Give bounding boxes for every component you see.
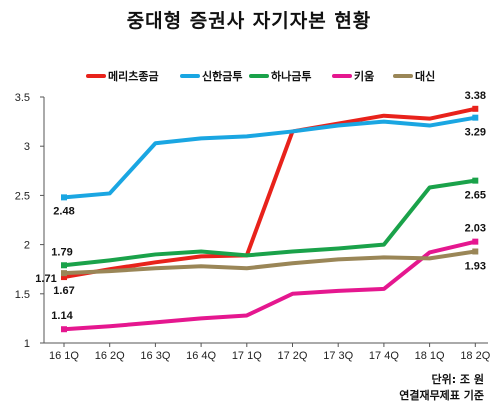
series-endpoint-marker (61, 274, 67, 281)
y-tick-label: 3 (24, 141, 30, 153)
data-label: 1.79 (51, 246, 72, 258)
series-lines (61, 105, 479, 333)
y-tick-label: 2.5 (15, 190, 30, 202)
series-line (62, 249, 478, 276)
series-endpoint-marker (472, 238, 479, 245)
data-label: 2.03 (465, 223, 486, 235)
x-tick-label: 17 1Q (232, 350, 262, 362)
legend-label: 하나금투 (271, 69, 311, 83)
series-line (62, 115, 478, 200)
series-endpoint-marker (61, 194, 67, 201)
series-line (62, 106, 478, 280)
y-tick-label: 1.5 (15, 289, 30, 301)
chart-title: 중대형 증권사 자기자본 현황 (126, 10, 372, 32)
series-endpoint-marker (61, 262, 67, 269)
series-endpoint-marker (472, 248, 479, 255)
data-label: 3.29 (465, 127, 486, 139)
y-tick-label: 1 (24, 338, 30, 350)
series-line (62, 239, 478, 332)
axes: 1 1.5 2 2.5 3 3.5 16 1Q 16 2Q 16 3Q 16 4Q 17 1Q 17 … (15, 92, 491, 362)
series-line (62, 178, 478, 268)
legend-label: 대신 (415, 69, 435, 83)
x-tick-label: 17 2Q (278, 350, 308, 362)
data-label: 3.38 (465, 90, 486, 102)
x-tick-label: 16 4Q (186, 350, 216, 362)
x-tick-label: 17 4Q (369, 350, 399, 362)
x-tick-label: 16 2Q (95, 350, 125, 362)
legend: 메리츠종금 신한금투 하나금투 키움 대신 (86, 69, 435, 83)
unit-note: 단위: 조 원 연결재무제표 기준 (399, 372, 484, 404)
x-tick-label: 18 2Q (460, 350, 490, 362)
data-label: 1.93 (465, 260, 486, 272)
series-endpoint-marker (472, 177, 479, 184)
y-tick-label: 2 (24, 240, 30, 252)
unit-label: 단위: 조 원 (431, 373, 484, 386)
x-tick-label: 18 1Q (415, 350, 445, 362)
x-tick-label: 17 3Q (323, 350, 353, 362)
legend-label: 키움 (354, 69, 374, 83)
legend-label: 신한금투 (202, 69, 242, 83)
x-tick-label: 16 3Q (140, 350, 170, 362)
series-endpoint-marker (472, 114, 479, 121)
data-label: 1.71 (35, 273, 56, 285)
data-label: 2.48 (53, 205, 74, 217)
data-labels: 3.38 3.29 2.48 2.65 1.79 2.03 1.14 1.93 1.711.67 (35, 90, 486, 322)
data-label: 1.67 (53, 285, 74, 297)
basis-label: 연결재무제표 기준 (399, 389, 484, 402)
series-endpoint-marker (61, 326, 67, 333)
series-endpoint-marker (61, 270, 67, 277)
x-tick-label: 16 1Q (49, 350, 79, 362)
data-label: 2.65 (465, 190, 486, 202)
y-tick-label: 3.5 (15, 92, 30, 104)
series-endpoint-marker (472, 105, 479, 112)
legend-label: 메리츠종금 (108, 69, 159, 83)
data-label: 1.14 (51, 310, 73, 322)
